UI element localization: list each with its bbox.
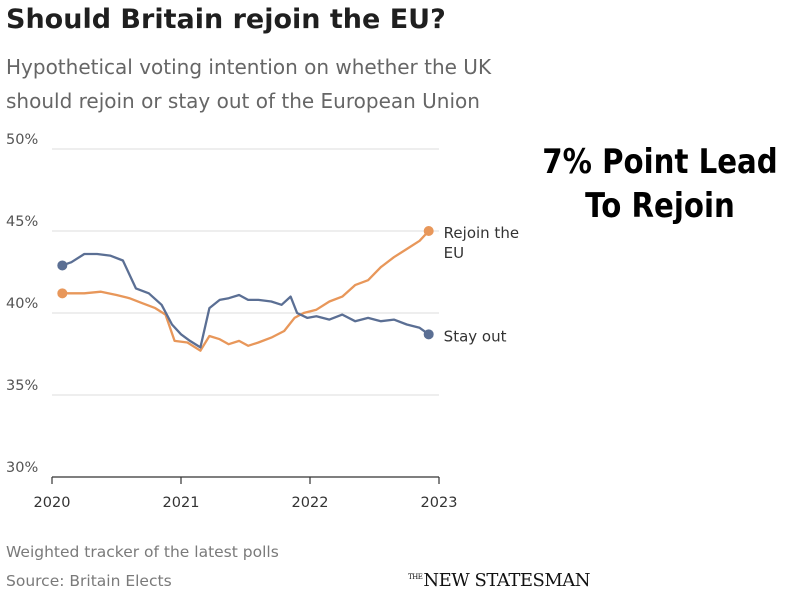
series-end-point-stay-out <box>423 329 434 340</box>
x-tick-label-2023: 2023 <box>421 495 458 511</box>
callout-line-2: To Rejoin <box>585 186 735 226</box>
y-tick-label-45: 45% <box>6 214 38 230</box>
x-tick-label-2020: 2020 <box>34 495 71 511</box>
tracker-note: Weighted tracker of the latest polls <box>6 543 279 561</box>
x-tick-label-2022: 2022 <box>292 495 329 511</box>
y-tick-label-30: 30% <box>6 460 38 476</box>
new-statesman-logo: THENEW STATESMAN <box>408 570 591 591</box>
source-note: Source: Britain Elects <box>6 572 172 590</box>
chart-title: Should Britain rejoin the EU? <box>6 4 446 35</box>
series-line-stay-out <box>61 252 430 349</box>
series-start-point-stay-out <box>57 260 68 271</box>
series-end-point-rejoin-the-eu <box>423 226 434 236</box>
brand-the: THE <box>408 573 423 581</box>
subtitle-line-1: Hypothetical voting intention on whether… <box>6 55 492 79</box>
series-label-rejoin-the-eu-0: Rejoin the <box>444 224 519 242</box>
chart-subtitle: Hypothetical voting intention on whether… <box>6 50 566 118</box>
series-label-stay-out-0: Stay out <box>444 327 507 345</box>
y-tick-label-40: 40% <box>6 296 38 312</box>
x-tick-label-2021: 2021 <box>163 495 200 511</box>
y-tick-label-35: 35% <box>6 378 38 394</box>
subtitle-line-2: should rejoin or stay out of the Europea… <box>6 89 480 113</box>
callout-line-1: 7% Point Lead <box>542 142 778 182</box>
y-tick-label-50: 50% <box>6 132 38 148</box>
series-label-rejoin-the-eu-1: EU <box>444 244 464 262</box>
series-line-rejoin-the-eu <box>61 229 430 352</box>
series-start-point-rejoin-the-eu <box>57 288 68 299</box>
lead-callout: 7% Point Lead To Rejoin <box>540 140 781 228</box>
brand-name: NEW STATESMAN <box>423 570 591 591</box>
